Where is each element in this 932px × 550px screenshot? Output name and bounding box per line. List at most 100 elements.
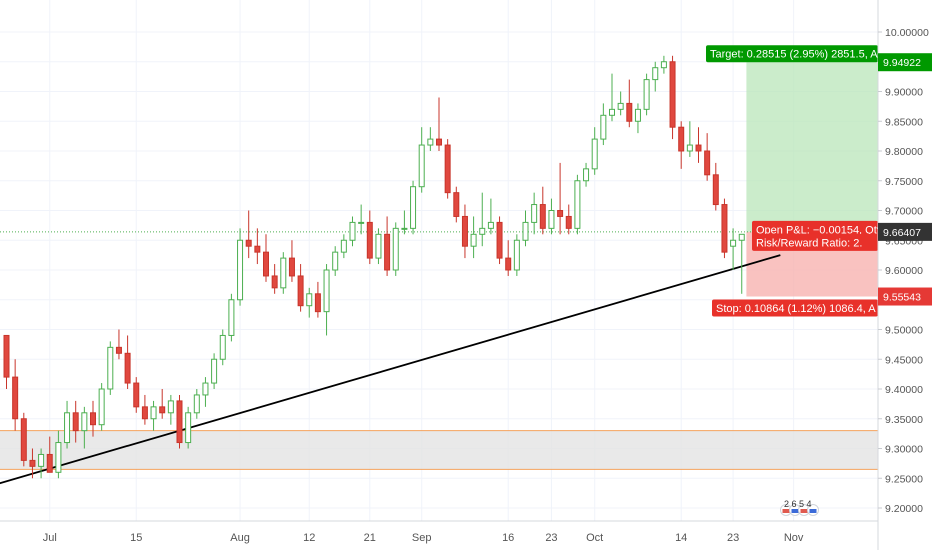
candle-body (487, 221, 494, 229)
price-tick-label: 9.70000 (885, 206, 923, 218)
candle-up (652, 61, 659, 92)
candle-body (219, 334, 226, 360)
candle-down (263, 234, 269, 282)
time-tick-label: 23 (727, 532, 739, 544)
candle-body (64, 412, 71, 444)
candle-body (193, 394, 200, 414)
ascending-trendline[interactable] (0, 254, 781, 485)
candle-body (349, 221, 356, 241)
candle-body (254, 245, 261, 253)
trendline[interactable] (0, 254, 781, 485)
candle-up (306, 287, 313, 318)
candle-up (98, 383, 105, 431)
candle-body (72, 412, 79, 432)
candle-body (643, 79, 650, 110)
candle-up (479, 192, 486, 247)
flag-stripe-icon (791, 509, 799, 513)
candle-down (20, 412, 27, 467)
price-tick-label: 9.90000 (885, 87, 923, 99)
candle-down (436, 97, 442, 151)
candle-body (3, 334, 10, 378)
candle-down (695, 127, 702, 163)
target-label-text: Target: 0.28515 (2.95%) 2851.5, A (710, 49, 878, 61)
profit-zone[interactable] (746, 62, 878, 232)
candle-body (375, 233, 382, 259)
candle-down (669, 55, 676, 140)
candle-body (81, 412, 88, 432)
price-tick-label: 9.85000 (885, 116, 923, 128)
candle-up (392, 222, 399, 276)
candle-up (150, 400, 157, 431)
candle-body (470, 233, 477, 247)
candle-body (479, 227, 486, 235)
price-tick-label: 9.35000 (885, 414, 923, 426)
candle-up (418, 127, 425, 193)
price-tick-label: 9.25000 (885, 473, 923, 485)
price-tags: 9.94922 9.66407 9.55543 (878, 53, 932, 306)
candle-body (202, 382, 209, 396)
candle-up (81, 406, 88, 449)
candle-body (634, 108, 641, 122)
time-tick-label: 14 (675, 532, 687, 544)
risk-reward-label-bg (752, 233, 878, 251)
candle-down (626, 79, 633, 128)
risk-reward-label: Risk/Reward Ratio: 2. (752, 233, 878, 251)
time-tick-label: Oct (586, 532, 603, 544)
time-tick-label: Jul (43, 532, 57, 544)
candle-down (124, 335, 131, 389)
candle-down (384, 216, 391, 276)
candle-up (617, 91, 624, 116)
candle-down (133, 377, 140, 413)
time-tick-label: 15 (130, 532, 142, 544)
price-tick-label: 10.00000 (885, 27, 929, 39)
candle-body (721, 204, 728, 253)
candle-body (609, 108, 615, 116)
candles (3, 55, 745, 479)
candle-body (453, 192, 460, 217)
candle-up (38, 448, 45, 479)
candle-body (626, 102, 633, 122)
time-tick-label: 16 (502, 532, 514, 544)
candle-down (46, 436, 53, 473)
candle-body (245, 239, 252, 247)
candle-up (660, 55, 667, 74)
candle-down (12, 359, 19, 431)
candle-body (392, 227, 399, 271)
candle-body (358, 221, 365, 224)
price-tick-label: 9.50000 (885, 325, 923, 337)
candle-down (90, 400, 96, 437)
support-zone (0, 430, 878, 470)
candle-body (574, 180, 581, 229)
price-tick-label: 9.80000 (885, 146, 923, 158)
candle-down (3, 334, 10, 389)
candle-body (29, 459, 36, 467)
candle-body (297, 275, 304, 307)
candle-body (548, 210, 555, 229)
position-labels: Target: 0.28515 (2.95%) 2851.5, A Stop: 0… (706, 45, 883, 317)
candle-body (557, 210, 564, 217)
price-tag: 9.94922 (878, 53, 932, 72)
candle-body (366, 221, 373, 259)
long-position-tool[interactable] (746, 62, 878, 297)
stop-label-text: Stop: 0.10864 (1.12%) 1086.4, A (716, 303, 876, 315)
events-count-label: 2 6 5 4 (784, 499, 812, 509)
price-tick-label: 9.75000 (885, 176, 923, 188)
candle-body (280, 257, 287, 289)
candle-down (72, 400, 79, 443)
candle-down (704, 133, 711, 181)
candle-up (738, 233, 745, 294)
candle-body (617, 102, 624, 110)
flag-stripe-icon (800, 509, 808, 513)
time-axis[interactable]: Jul 15 Aug 12 21 Sep 16 23 Oct 14 23 Nov (43, 532, 804, 544)
candle-body (340, 239, 347, 253)
candle-up (228, 293, 235, 342)
candle-up (280, 252, 287, 294)
candle-body (20, 418, 27, 461)
candle-body (211, 358, 218, 384)
candle-body (410, 186, 417, 229)
candle-up (583, 162, 590, 187)
economic-events-icons[interactable]: 2 6 5 4 (780, 499, 819, 516)
candle-up (323, 264, 330, 336)
price-tag-text: 9.66407 (883, 227, 921, 239)
